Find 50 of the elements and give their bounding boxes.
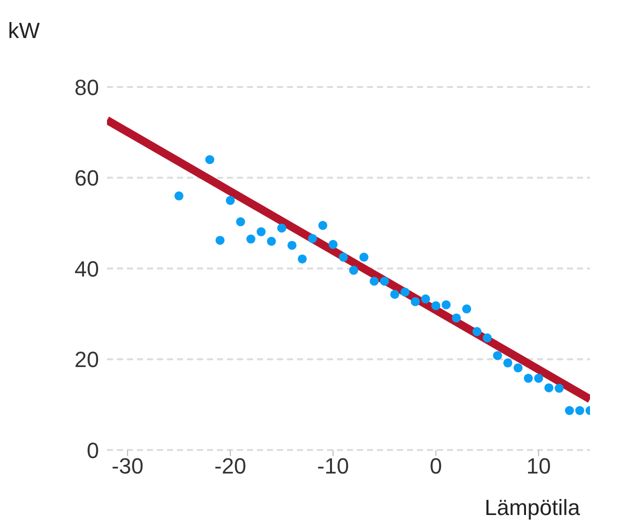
point xyxy=(359,252,368,262)
point xyxy=(266,236,276,246)
point xyxy=(287,240,296,250)
point xyxy=(524,374,533,383)
point xyxy=(205,155,214,164)
point xyxy=(400,288,410,297)
point xyxy=(503,358,512,368)
point xyxy=(534,374,544,383)
point xyxy=(575,406,584,416)
point xyxy=(554,384,564,393)
x-tick-label: -20 xyxy=(214,454,246,479)
y-tick-label: 80 xyxy=(74,74,99,100)
x-axis-title: Lämpötila xyxy=(484,495,581,520)
point xyxy=(492,351,502,360)
point xyxy=(370,276,379,286)
point xyxy=(308,234,318,244)
y-tick-label: 0 xyxy=(86,438,99,463)
point xyxy=(514,363,523,372)
point xyxy=(564,406,574,416)
point xyxy=(338,252,348,262)
point xyxy=(246,234,256,244)
point xyxy=(544,383,554,392)
point xyxy=(328,240,338,249)
point xyxy=(421,294,430,304)
point xyxy=(216,236,225,245)
y-axis-title: kW xyxy=(8,18,40,44)
point xyxy=(318,220,328,230)
point xyxy=(462,304,472,314)
x-tick-label: -10 xyxy=(317,454,349,479)
y-tick-label: 40 xyxy=(74,256,99,282)
y-tick-label: 60 xyxy=(74,166,99,191)
point xyxy=(277,224,286,233)
point xyxy=(256,227,266,236)
point xyxy=(390,290,400,299)
point xyxy=(442,300,451,310)
y-tick-label: 20 xyxy=(74,347,99,372)
point xyxy=(349,266,358,275)
point xyxy=(236,217,246,226)
point xyxy=(174,191,184,200)
x-tick-label: 0 xyxy=(430,454,442,479)
point xyxy=(380,276,389,286)
point xyxy=(410,297,420,306)
point xyxy=(482,333,492,342)
point xyxy=(226,196,235,205)
x-tick-label: -30 xyxy=(112,454,144,479)
point xyxy=(452,313,461,322)
point xyxy=(298,254,307,264)
point xyxy=(431,301,440,310)
point xyxy=(472,327,482,336)
x-tick-label: 10 xyxy=(526,454,551,479)
